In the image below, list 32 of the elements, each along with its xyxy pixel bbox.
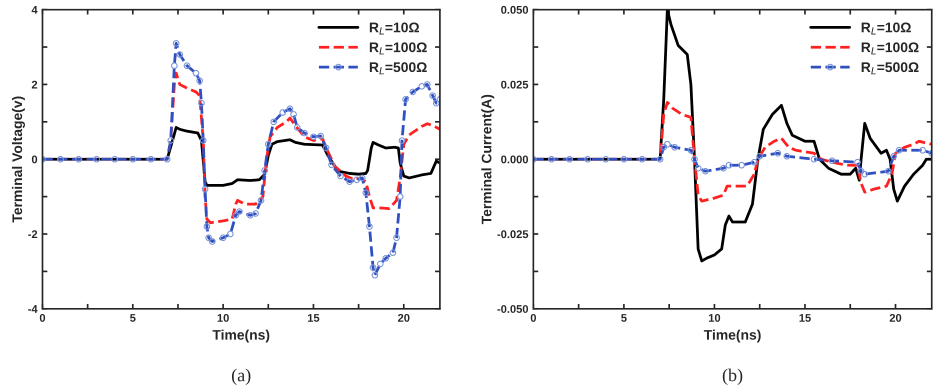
x-tick-label: 10 (708, 314, 720, 322)
y-tick-label: 0.050 (501, 6, 528, 14)
x-axis-title: Time(ns) (704, 330, 761, 343)
x-tick-label: 10 (218, 314, 229, 322)
y-tick-label: 0 (32, 155, 38, 164)
x-axis-title: Time(ns) (212, 330, 270, 343)
text: (a) (232, 368, 250, 386)
legend-label: R$_{L}$=500Ω (370, 62, 427, 74)
x-tick-label: 0 (530, 314, 536, 322)
legend-label: R$_{L}$=10Ω (370, 22, 420, 34)
text: (b) (722, 368, 742, 386)
y-tick-label: 0.000 (501, 155, 528, 164)
y-tick-label: -2 (28, 230, 38, 238)
y-tick-label: -0.050 (497, 305, 528, 313)
x-tick-label: 0 (40, 314, 46, 322)
x-tick-label: 5 (130, 314, 136, 322)
y-axis-title: Terminal Voltage(v) (12, 96, 25, 222)
legend-label: R$_{L}$=100Ω (862, 42, 919, 54)
x-tick-label: 20 (890, 314, 902, 322)
y-tick-label: 0.025 (501, 80, 528, 89)
y-tick-label: -4 (28, 305, 38, 313)
x-tick-label: 20 (398, 314, 410, 322)
y-tick-label: 2 (32, 80, 38, 88)
y-tick-label: -0.025 (497, 230, 528, 238)
y-axis-title: Terminal Current(A) (481, 94, 494, 224)
y-tick-label: 4 (32, 6, 38, 14)
x-tick-label: 5 (621, 314, 627, 322)
legend-label: R$_{L}$=100Ω (370, 42, 427, 54)
x-tick-label: 15 (308, 314, 320, 322)
x-tick-label: 15 (799, 314, 811, 322)
legend-label: R$_{L}$=10Ω (862, 22, 911, 34)
legend-label: R$_{L}$=500Ω (862, 62, 919, 74)
